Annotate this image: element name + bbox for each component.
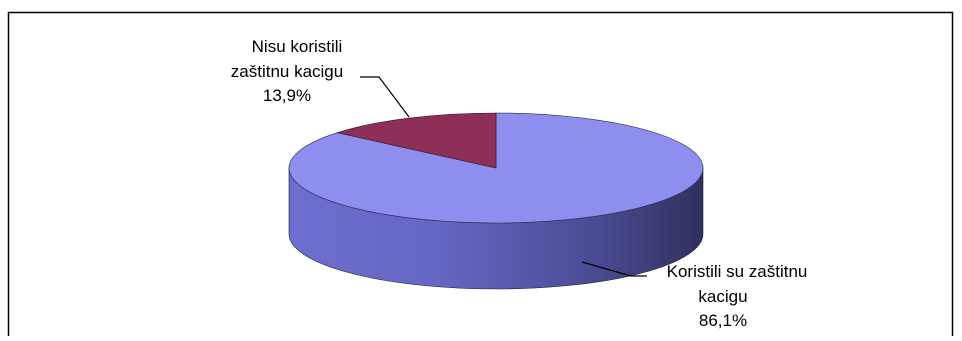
leader-line-nisu	[360, 76, 410, 118]
slice-label-koristili-line2: kacigu	[698, 287, 747, 306]
slice-label-nisu-line2: zaštitnu kacigu	[231, 62, 343, 81]
slice-value-nisu: 13,9%	[263, 86, 311, 105]
pie-slice-nisu-koristili	[336, 112, 497, 169]
slice-label-nisu-line1: Nisu koristili	[252, 37, 343, 56]
label-group-koristili: Koristili su zaštitnu kacigu 86,1%	[581, 261, 808, 330]
slice-value-koristili: 86,1%	[699, 311, 747, 330]
slice-label-koristili-line1: Koristili su zaštitnu	[667, 262, 808, 281]
pie	[288, 112, 704, 290]
label-group-nisu-koristili: Nisu koristili zaštitnu kacigu 13,9%	[231, 37, 410, 118]
leader-line-koristili	[581, 261, 647, 277]
chart-border	[7, 11, 954, 341]
